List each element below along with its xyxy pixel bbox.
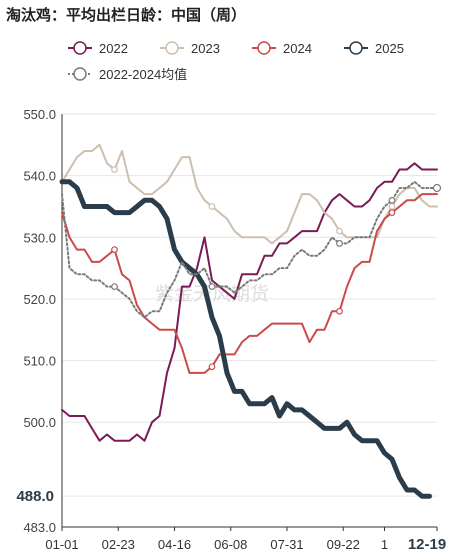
- x-tick-label: 12-19: [408, 536, 446, 553]
- series-4-line: [61, 180, 438, 319]
- series-layer: [59, 143, 442, 499]
- legend-label: 2025: [375, 41, 404, 56]
- x-tick-label: 01-01: [45, 537, 78, 552]
- y-tick-label: 520.0: [23, 292, 56, 307]
- series-3-line: [59, 179, 432, 499]
- series-4-marker: [336, 240, 343, 247]
- legend-swatch-marker: [257, 41, 271, 55]
- x-tick-label: 09-22: [327, 537, 360, 552]
- chart-title: 淘汰鸡：平均出栏日龄：中国（周）: [5, 6, 246, 24]
- x-tick-label: 07-31: [270, 537, 303, 552]
- series-1-marker: [388, 203, 396, 210]
- y-tick-label: 483.0: [23, 520, 56, 535]
- series-2-line: [61, 193, 438, 374]
- x-tick-label: 04-16: [158, 537, 191, 552]
- legend-swatch-marker: [349, 41, 363, 55]
- y-tick-label: 550.0: [23, 107, 56, 122]
- legend-item: 2022-2024均值: [68, 67, 187, 82]
- series-4-marker: [208, 283, 216, 290]
- series-1-marker: [208, 203, 216, 210]
- legend-swatch-marker: [73, 41, 87, 55]
- legend-swatch-marker: [73, 67, 87, 81]
- series-4-marker: [111, 283, 118, 290]
- x-tick-label: 1: [381, 537, 388, 552]
- series-1-marker: [111, 166, 118, 173]
- legend-label: 2023: [191, 41, 220, 56]
- legend-label: 2022: [99, 41, 128, 56]
- legend-item: 2024: [252, 41, 312, 56]
- series-1-marker: [336, 227, 343, 235]
- axes: 550.0 540.0 530.0 520.0 510.0 500.0 488.0 483.0…: [16, 107, 446, 553]
- legend-swatch-marker: [165, 41, 179, 55]
- y-tick-label: 540.0: [23, 169, 56, 184]
- legend-label: 2024: [283, 41, 312, 56]
- y-tick-label: 530.0: [23, 230, 56, 245]
- y-tick-label: 488.0: [16, 488, 54, 505]
- legend-item: 2022: [68, 41, 128, 56]
- series-2-marker: [388, 209, 396, 217]
- legend-item: 2025: [344, 41, 404, 56]
- series-0-line: [61, 162, 438, 442]
- series-2-marker: [208, 363, 216, 371]
- series-4-end-marker: [432, 183, 442, 193]
- legend-item: 2023: [160, 41, 220, 56]
- series-2-marker: [111, 246, 118, 254]
- y-tick-label: 510.0: [23, 354, 56, 369]
- x-tick-label: 06-08: [214, 537, 247, 552]
- y-tick-label: 500.0: [23, 415, 56, 430]
- series-1-line: [61, 143, 438, 245]
- series-2-marker: [336, 307, 343, 315]
- legend-label: 2022-2024均值: [99, 67, 187, 82]
- series-4-marker: [388, 196, 396, 204]
- x-tick-label: 02-23: [102, 537, 135, 552]
- legend: 2022 2023 2024 2025 2022-2024均值: [68, 41, 404, 82]
